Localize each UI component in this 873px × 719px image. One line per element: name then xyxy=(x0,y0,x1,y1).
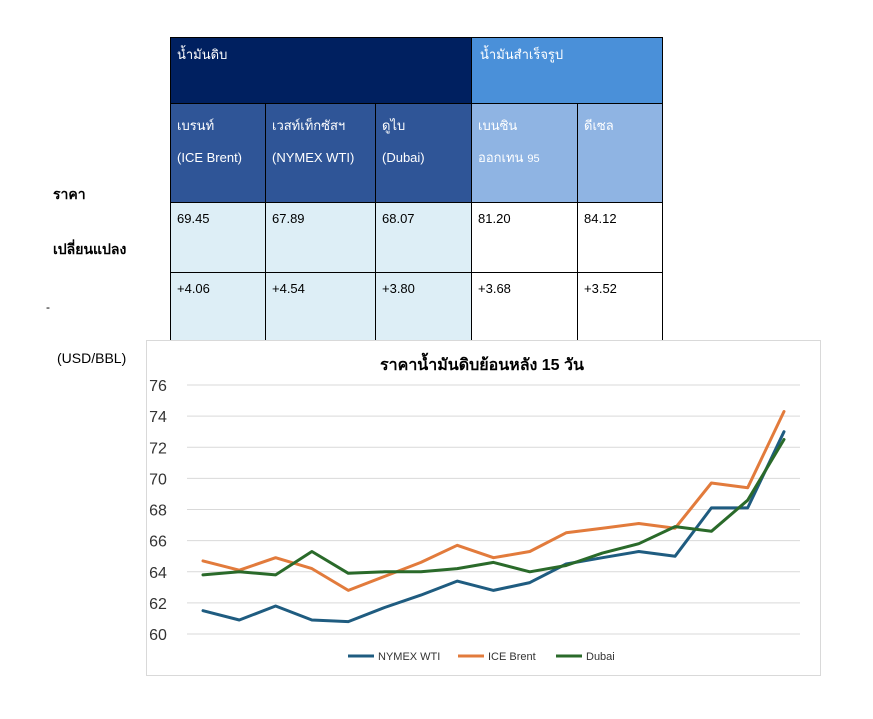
dash-mark: - xyxy=(46,300,50,314)
chart-title: ราคาน้ำมันดิบย้อนหลัง 15 วัน xyxy=(380,352,584,374)
legend-label: Dubai xyxy=(586,651,615,663)
y-tick-label: 72 xyxy=(149,440,167,457)
group-header-row: น้ำมันดิบ น้ำมันสำเร็จรูป xyxy=(169,37,664,104)
y-tick-label: 64 xyxy=(149,565,167,582)
column-header-benzine: เบนซิน ออกเทน 95 xyxy=(471,103,579,203)
y-tick-label: 76 xyxy=(149,378,167,395)
column-sub: ออกเทน 95 xyxy=(478,142,571,175)
column-header-row: เบรนท์ (ICE Brent) เวสท์เท็กซัสฯ (NYMEX … xyxy=(170,103,664,203)
legend-label: ICE Brent xyxy=(488,651,536,663)
column-header-wti: เวสท์เท็กซัสฯ (NYMEX WTI) xyxy=(265,103,376,203)
change-row: +4.06 +4.54 +3.80 +3.68 +3.52 xyxy=(170,272,664,343)
column-header-dubai: ดูไบ (Dubai) xyxy=(374,103,473,203)
chart-area xyxy=(146,340,821,676)
change-cell: +3.52 xyxy=(577,272,664,343)
price-cell: 84.12 xyxy=(577,202,664,273)
price-cell: 81.20 xyxy=(471,202,579,273)
column-name: ดูไบ xyxy=(382,118,406,133)
column-sub: (ICE Brent) xyxy=(177,150,243,165)
series-line-nymex-wti xyxy=(201,430,786,624)
y-tick-label: 74 xyxy=(149,409,167,426)
refined-oil-header: น้ำมันสำเร็จรูป xyxy=(471,37,664,104)
price-row: 69.45 67.89 68.07 81.20 84.12 xyxy=(170,202,664,273)
chart-unit-label: (USD/BBL) xyxy=(57,350,127,366)
column-name: ดีเซล xyxy=(584,118,614,133)
y-tick-label: 68 xyxy=(149,503,167,520)
crude-oil-header: น้ำมันดิบ xyxy=(169,37,473,104)
column-name: เบนซิน xyxy=(478,118,518,133)
series-line-dubai xyxy=(201,438,786,577)
price-cell: 69.45 xyxy=(170,202,266,273)
column-sub-text: ออกเทน xyxy=(478,150,524,165)
y-tick-label: 62 xyxy=(149,596,167,613)
series-line-ice-brent xyxy=(201,410,786,592)
y-tick-label: 66 xyxy=(149,534,167,551)
column-sub: (Dubai) xyxy=(382,150,425,165)
column-header-diesel: ดีเซล xyxy=(577,103,664,203)
column-name: เบรนท์ xyxy=(177,118,215,133)
legend-label: NYMEX WTI xyxy=(378,651,440,663)
change-cell: +3.68 xyxy=(471,272,579,343)
column-name: เวสท์เท็กซัสฯ xyxy=(272,118,346,133)
column-sub: (NYMEX WTI) xyxy=(272,150,355,165)
price-cell: 68.07 xyxy=(374,202,473,273)
row-label-price: ราคา xyxy=(53,186,86,202)
change-cell: +4.06 xyxy=(170,272,266,343)
price-table: น้ำมันดิบ น้ำมันสำเร็จรูป เบรนท์ (ICE Br… xyxy=(169,37,664,343)
y-tick-label: 70 xyxy=(149,471,167,488)
octane-number: 95 xyxy=(527,153,540,165)
y-tick-label: 60 xyxy=(149,627,167,644)
row-label-change: เปลี่ยนแปลง xyxy=(53,241,127,257)
change-cell: +3.80 xyxy=(374,272,473,343)
